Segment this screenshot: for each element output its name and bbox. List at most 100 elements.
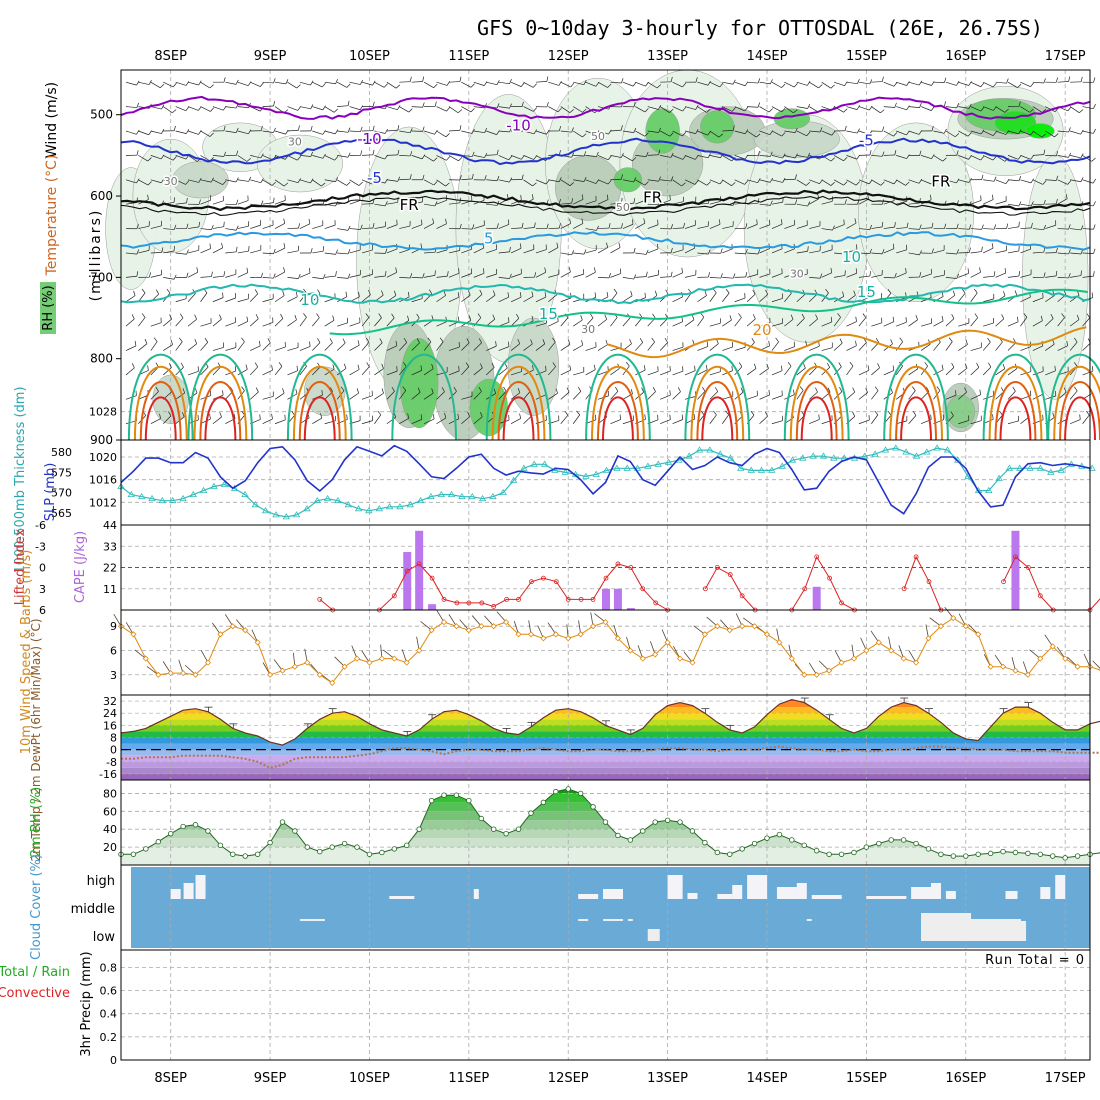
cloud-high-bar — [170, 889, 181, 899]
lifted-index-point — [603, 575, 609, 581]
wind-barb-flag — [136, 178, 140, 184]
wind-barb-flag — [520, 195, 522, 201]
wind-barb — [672, 296, 683, 303]
wind-barb-flag — [843, 181, 848, 186]
wind-barb-flag — [1043, 78, 1046, 84]
wind-barb — [746, 130, 757, 138]
wind-barb — [163, 367, 172, 376]
wind-barb-flag — [346, 414, 348, 420]
wind-barb-flag — [209, 84, 214, 89]
wind-barb — [274, 223, 285, 229]
wind-barb — [386, 417, 396, 425]
lifted-index-point — [454, 600, 460, 606]
wind-barb-flag — [732, 273, 736, 279]
lifted-index-point — [926, 579, 932, 585]
wind-barb-flag — [718, 133, 723, 138]
wind-barb-flag — [317, 338, 321, 343]
wind-barb — [510, 296, 522, 303]
wind-barb-flag — [756, 219, 758, 225]
wind-barb — [734, 81, 746, 87]
wind-barb — [535, 249, 547, 254]
wind-barb — [423, 368, 434, 376]
wind-barb — [163, 228, 175, 230]
wind-barb-flag — [433, 181, 438, 186]
wind-barb — [212, 179, 223, 185]
wind-barb-flag — [815, 387, 818, 393]
wind-barb-flag — [198, 177, 202, 183]
wind-barb-flag — [141, 313, 146, 318]
wind-barb — [224, 614, 234, 627]
wind-barb — [722, 292, 730, 302]
thickness-point — [644, 462, 652, 469]
wind-barb-flag — [1079, 109, 1084, 113]
wind-barb — [883, 277, 895, 279]
wind-barb-flag — [892, 365, 895, 371]
wind-barb — [299, 223, 310, 229]
wind-speed-point — [1037, 655, 1044, 662]
date-label-bottom: 17SEP — [1045, 1071, 1086, 1086]
wind-barb-flag — [618, 242, 621, 248]
wind-barb-flag — [1023, 313, 1028, 318]
wind-barb — [722, 106, 733, 112]
thickness-point — [189, 490, 198, 498]
date-label-top: 8SEP — [154, 49, 187, 64]
isotherm-20 — [607, 326, 1087, 359]
wind-barb-flag — [807, 152, 811, 158]
isotherm-loop — [1047, 353, 1100, 441]
wind-barb-flag — [219, 412, 222, 418]
li-tick-label: -3 — [35, 540, 46, 553]
wind-barb — [250, 179, 261, 184]
lifted-index-point — [504, 596, 510, 602]
thickness-point — [623, 464, 631, 471]
thickness-point — [892, 444, 900, 451]
wind-speed-point — [217, 631, 224, 638]
wind-barb-flag — [443, 290, 446, 296]
y-tick-label: 900 — [90, 433, 113, 447]
wind-speed-point — [416, 647, 423, 654]
rh-point — [553, 788, 559, 795]
wind-barb — [113, 613, 122, 627]
rh-shade-area — [399, 338, 439, 429]
wind-barb-flag — [409, 174, 412, 180]
wind-barb — [386, 272, 397, 278]
thickness-point — [747, 466, 755, 473]
thickness-point — [654, 460, 662, 467]
wind-barb-flag — [194, 338, 198, 344]
wind-barb — [299, 106, 311, 110]
wind-barb — [448, 296, 460, 303]
rh-point — [329, 844, 335, 850]
thickness-point — [582, 472, 590, 479]
wind-barb-flag — [955, 133, 960, 138]
wind-barb-flag — [131, 314, 135, 320]
cape-bar — [415, 530, 424, 610]
wind-barb-flag — [509, 127, 512, 133]
cloud-high-bar — [578, 894, 599, 899]
rh-shade-area — [700, 110, 735, 144]
wind-barb-flag — [576, 410, 580, 416]
wind-barb — [821, 130, 832, 136]
wind-barb — [759, 130, 771, 135]
wind-barb-flag — [843, 219, 845, 225]
thickness-point — [509, 476, 518, 483]
wind-barb-flag — [856, 128, 860, 134]
wind-barb — [299, 346, 311, 351]
wind-barb-flag — [918, 80, 923, 86]
wind-barb — [262, 298, 274, 303]
wind-barb — [1082, 342, 1091, 351]
wind-barb-flag — [894, 273, 897, 278]
wind-barb — [150, 322, 162, 327]
wind-barb — [150, 106, 162, 110]
wind-barb — [809, 277, 821, 279]
wind-barb — [423, 155, 434, 162]
wind-barb-flag — [372, 223, 375, 229]
wind-barb — [958, 273, 969, 278]
precip-tick-label: 0.8 — [100, 961, 118, 974]
date-label-bottom: 12SEP — [548, 1071, 589, 1086]
wind-barb — [846, 391, 856, 400]
wind-barb — [635, 155, 647, 158]
wind-barb-flag — [273, 127, 276, 133]
wind-barb — [709, 155, 721, 159]
wind-barb-flag — [1002, 363, 1006, 369]
wind-barb-flag — [892, 316, 895, 322]
wind-barb — [809, 81, 819, 89]
